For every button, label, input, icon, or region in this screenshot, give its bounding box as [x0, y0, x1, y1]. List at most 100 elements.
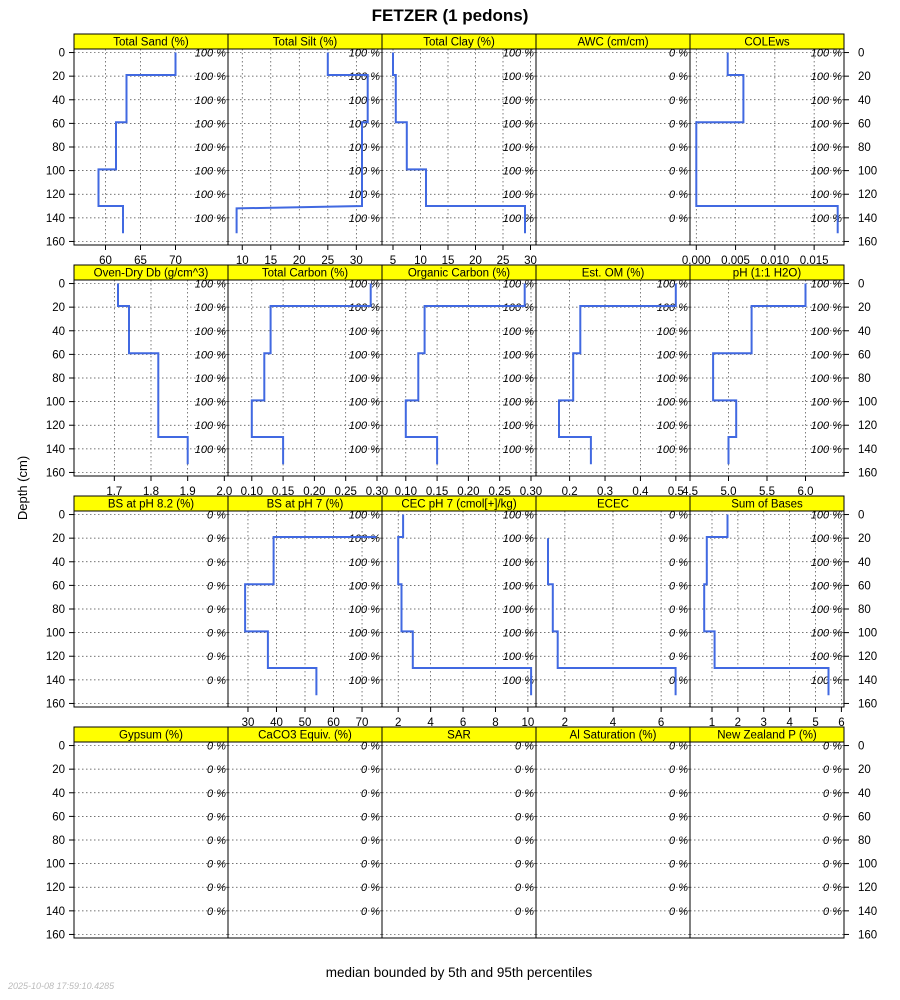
strip-label-colews: COLEws: [744, 37, 790, 49]
pct-label: 0 %: [669, 533, 688, 545]
y-tick-label: 20: [52, 302, 65, 314]
pct-label: 100 %: [503, 580, 534, 592]
pct-label: 100 %: [349, 628, 380, 640]
pct-label: 0 %: [361, 859, 380, 871]
pct-label: 0 %: [823, 906, 842, 918]
pct-label: 0 %: [823, 859, 842, 871]
x-tick-label: 0.015: [800, 255, 829, 267]
plot-area-sar: 0 % 0 % 0 % 0 % 0 % 0 % 0 % 0 %: [382, 742, 536, 935]
plot-area-organic-carbon: 100 % 100 % 100 % 100 % 100 % 100 % 100 % 100 %: [382, 279, 536, 476]
panel-al-saturation: Al Saturation (%)0 %0 %0 %0 %0 %0 %0 %0 …: [535, 726, 691, 939]
x-tick-label: 5.5: [759, 486, 775, 498]
pct-label: 100 %: [503, 95, 534, 107]
pct-label: 0 %: [515, 764, 534, 776]
pct-label: 100 %: [195, 444, 226, 456]
y-tick-label: 160: [46, 929, 65, 941]
x-tick-label: 2: [562, 717, 568, 729]
x-tick-label: 0.25: [334, 486, 356, 498]
pct-label: 100 %: [195, 48, 226, 60]
x-tick-label: 10: [236, 255, 249, 267]
pct-label: 100 %: [657, 373, 688, 385]
plot-area-al-saturation: 0 % 0 % 0 % 0 % 0 % 0 % 0 % 0 %: [536, 742, 690, 935]
pct-label: 0 %: [669, 906, 688, 918]
pct-label: 0 %: [669, 788, 688, 800]
x-tick-label: 0.3: [597, 486, 613, 498]
y-tick-label: 140: [46, 444, 65, 456]
pct-label: 100 %: [195, 397, 226, 409]
median-line-sum-of-bases: [703, 514, 830, 696]
strip-label-new-zealand-p: New Zealand P (%): [717, 730, 817, 742]
x-tick-label: 0.10: [395, 486, 417, 498]
pct-label: 0 %: [669, 189, 688, 201]
pct-label: 0 %: [669, 651, 688, 663]
y-tick-label: 100: [858, 166, 877, 178]
x-tick-label: 65: [134, 255, 147, 267]
median-line-cec-ph-7-cmol-kg: [397, 514, 533, 696]
pct-label: 0 %: [207, 741, 226, 753]
plot-area-bs-at-ph-7: 100 % 100 % 100 % 100 % 100 % 100 % 100 % 100 %: [228, 510, 382, 707]
y-tick-label: 100: [46, 166, 65, 178]
y-tick-label: 0: [59, 510, 65, 522]
y-tick-label: 140: [858, 444, 877, 456]
median-line-organic-carbon: [404, 283, 526, 465]
panel-cec-ph-7-cmol-kg: CEC pH 7 (cmol[+]/kg)100 %100 %100 %100 …: [381, 495, 537, 729]
pct-label: 0 %: [207, 788, 226, 800]
plot-area-cec-ph-7-cmol-kg: 100 % 100 % 100 % 100 % 100 % 100 % 100 % 100 %: [382, 511, 536, 707]
y-tick-label: 60: [858, 118, 871, 130]
pct-label: 0 %: [669, 166, 688, 178]
y-tick-label: 120: [46, 651, 65, 663]
pct-label: 0 %: [823, 882, 842, 894]
pct-label: 100 %: [811, 189, 842, 201]
pct-label: 0 %: [669, 48, 688, 60]
pct-label: 100 %: [811, 580, 842, 592]
pct-label: 100 %: [349, 510, 380, 522]
pct-label: 100 %: [503, 166, 534, 178]
y-tick-label: 120: [858, 189, 877, 201]
y-tick-label: 0: [858, 279, 864, 291]
x-tick-label: 8: [492, 717, 498, 729]
y-tick-label: 140: [858, 906, 877, 918]
pct-label: 100 %: [349, 444, 380, 456]
pct-label: 0 %: [361, 788, 380, 800]
pct-label: 100 %: [811, 510, 842, 522]
plot-area-total-silt: 100 % 100 % 100 % 100 % 100 % 100 % 100 % 100 %: [228, 49, 382, 245]
median-line-total-carbon: [250, 283, 372, 465]
pct-label: 100 %: [503, 420, 534, 432]
x-tick-label: 6.0: [798, 486, 814, 498]
pct-label: 100 %: [503, 557, 534, 569]
pct-label: 0 %: [207, 604, 226, 616]
y-tick-label: 120: [46, 882, 65, 894]
pct-label: 100 %: [503, 279, 534, 291]
pct-label: 100 %: [195, 326, 226, 338]
panel-total-sand: Total Sand (%)100 %100 %100 %100 %100 %1…: [46, 33, 229, 267]
strip-label-oven-dry-db-g-cm-3: Oven-Dry Db (g/cm^3): [94, 268, 209, 280]
pct-label: 100 %: [811, 675, 842, 687]
x-tick-label: 2: [395, 717, 401, 729]
pct-label: 100 %: [349, 557, 380, 569]
pct-label: 100 %: [349, 142, 380, 154]
pct-label: 100 %: [657, 302, 688, 314]
y-tick-label: 140: [46, 675, 65, 687]
x-tick-label: 60: [99, 255, 112, 267]
pct-label: 100 %: [657, 279, 688, 291]
pct-label: 0 %: [207, 811, 226, 823]
pct-label: 0 %: [515, 859, 534, 871]
y-tick-label: 100: [858, 859, 877, 871]
pct-label: 100 %: [349, 95, 380, 107]
x-tick-label: 0.5: [668, 486, 684, 498]
panel-total-silt: Total Silt (%)100 %100 %100 %100 %100 %1…: [227, 33, 383, 267]
pct-label: 0 %: [361, 741, 380, 753]
x-tick-label: 0.20: [457, 486, 479, 498]
pct-label: 0 %: [515, 835, 534, 847]
pct-label: 0 %: [823, 741, 842, 753]
plot-area-colews: 100 % 100 % 100 % 100 % 100 % 100 % 100 % 100 %: [690, 49, 844, 245]
y-tick-label: 80: [52, 373, 65, 385]
y-tick-label: 100: [46, 397, 65, 409]
pct-label: 100 %: [811, 118, 842, 130]
panel-total-clay: Total Clay (%)100 %100 %100 %100 %100 %1…: [381, 33, 537, 267]
pct-label: 0 %: [823, 788, 842, 800]
pct-label: 100 %: [349, 279, 380, 291]
y-tick-label: 120: [858, 651, 877, 663]
y-tick-label: 100: [46, 859, 65, 871]
